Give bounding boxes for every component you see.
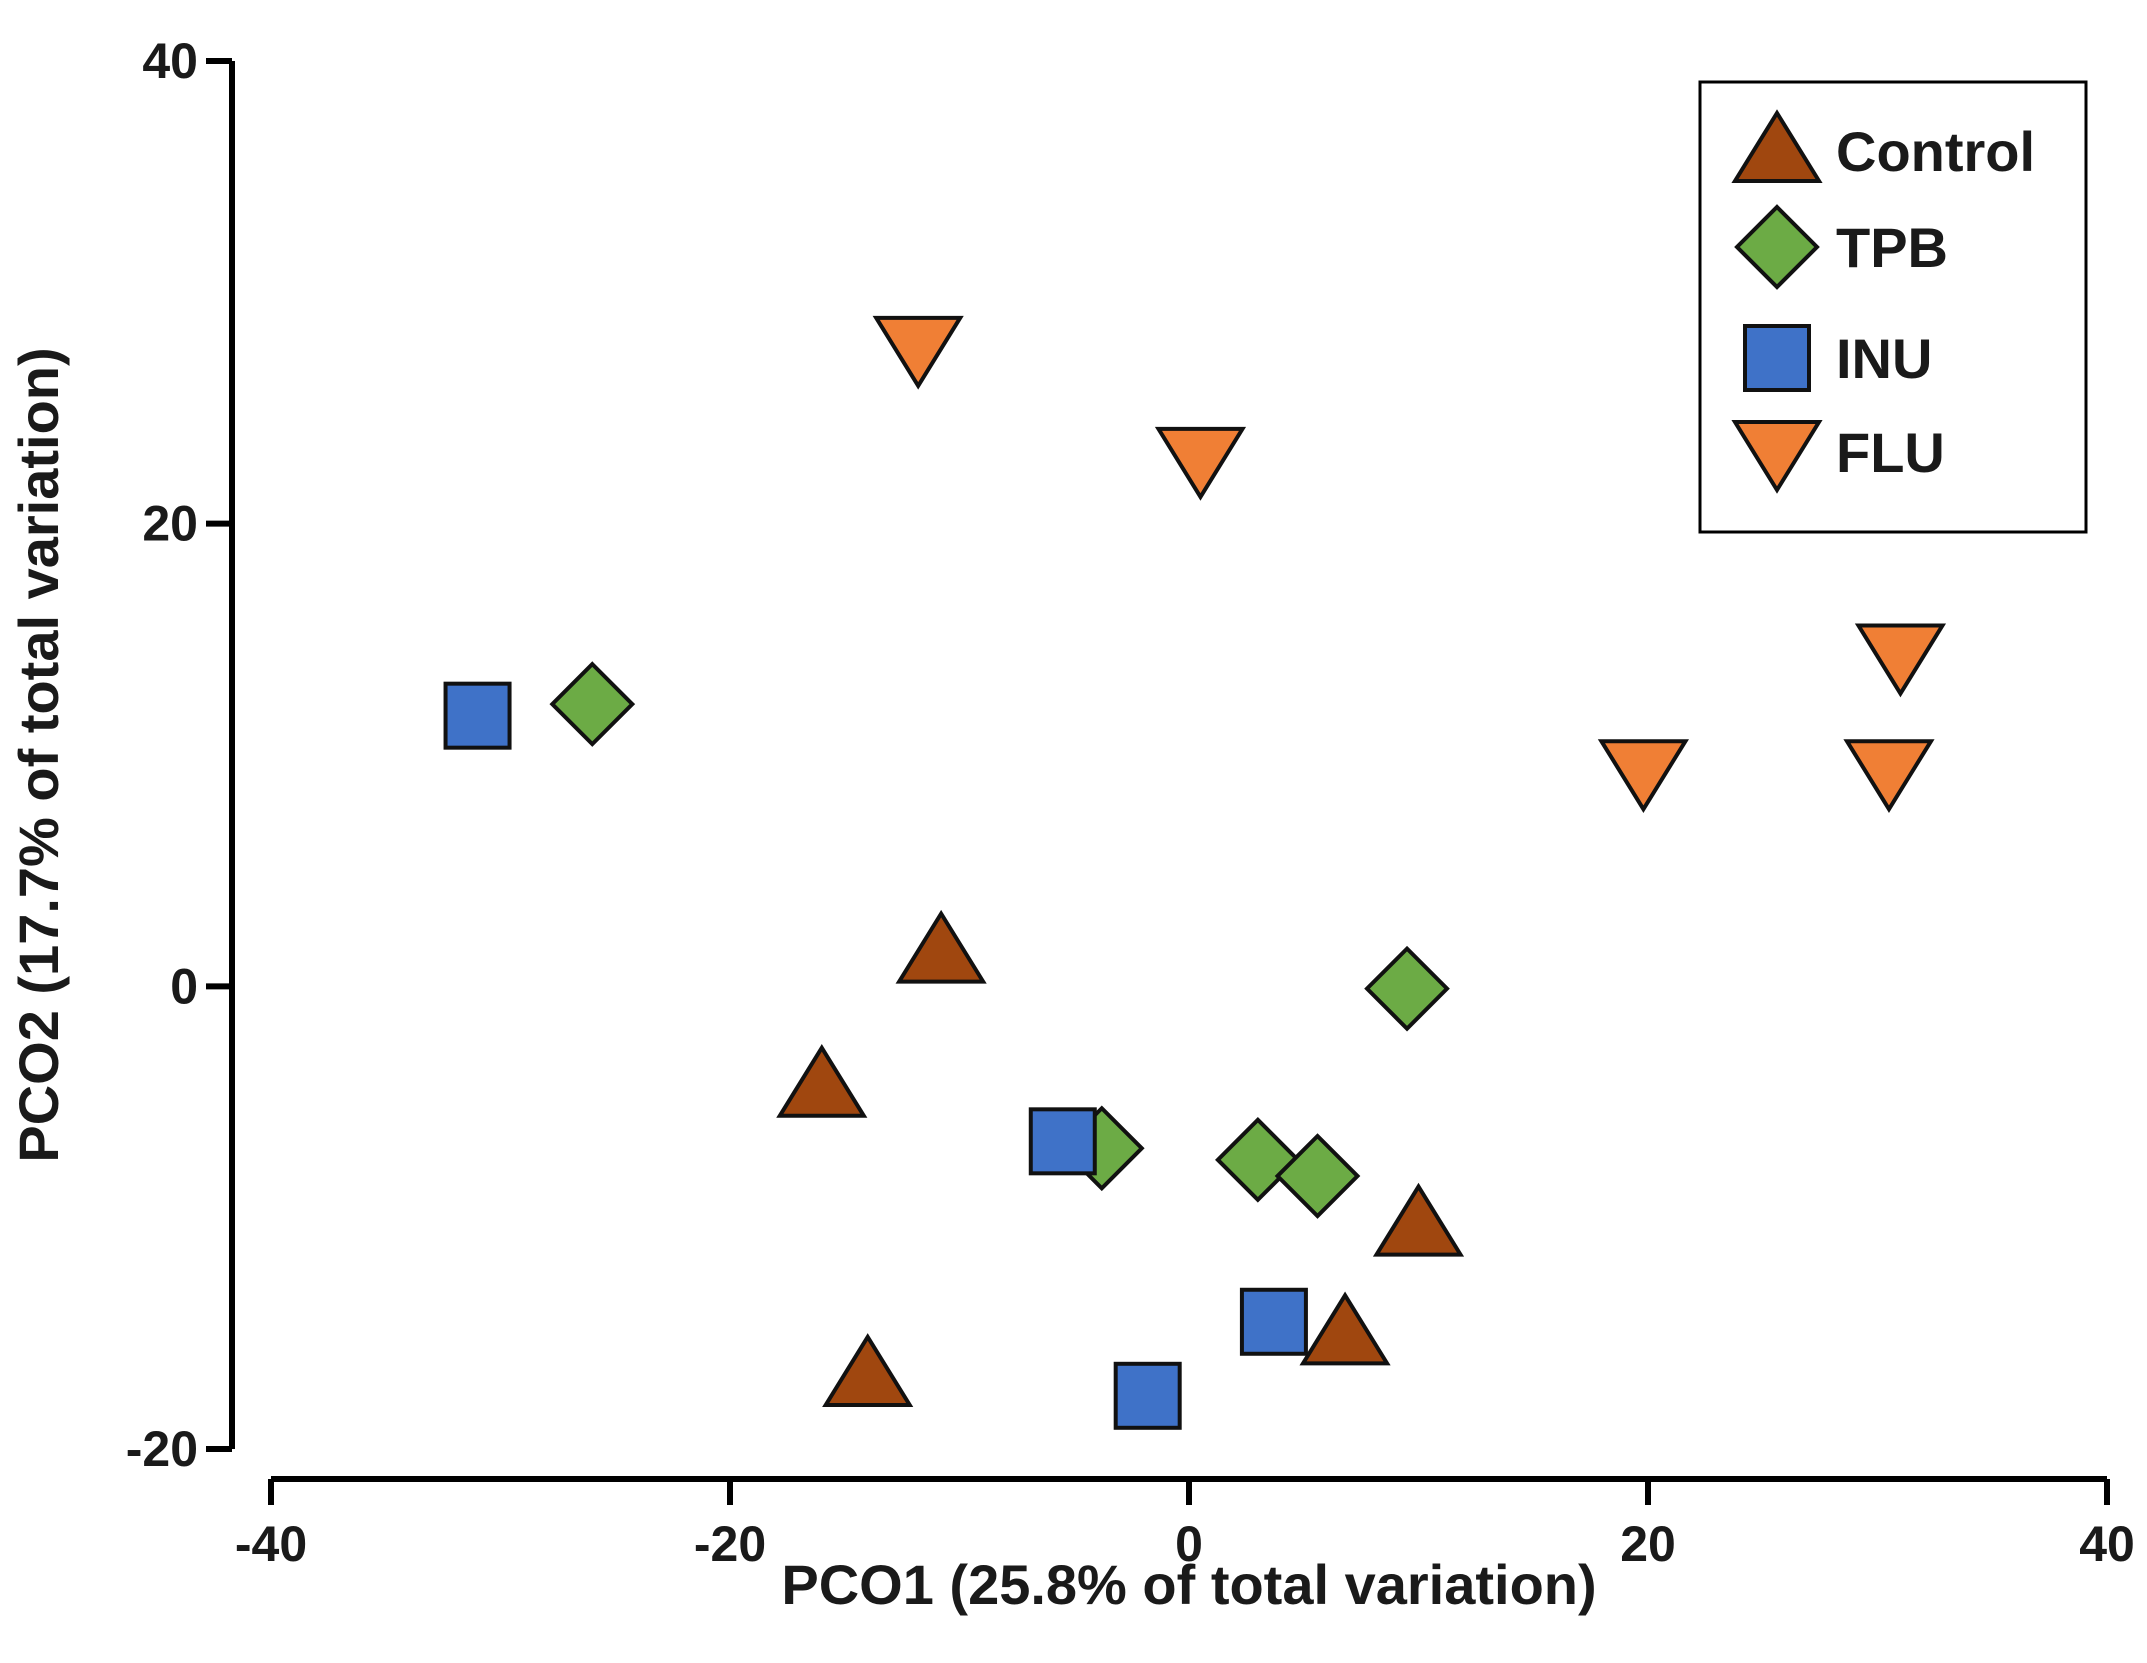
data-point-control <box>1372 1182 1465 1257</box>
data-point-inu <box>1028 1107 1097 1176</box>
y-tick-label: 20 <box>142 496 198 552</box>
data-point-tpb <box>1215 1117 1301 1203</box>
y-axis-title: PCO2 (17.7% of total variation) <box>7 347 70 1162</box>
data-point-control <box>822 1333 914 1407</box>
legend: Control TPB INU FLU <box>1698 80 2088 534</box>
data-point-tpb <box>1274 1133 1361 1219</box>
data-point-inu <box>443 681 512 750</box>
y-tick-label: 40 <box>142 33 198 89</box>
y-tick-label: -20 <box>126 1421 198 1477</box>
x-tick-label: 20 <box>1620 1516 1676 1572</box>
data-point-flu <box>1854 623 1947 698</box>
series-inu <box>443 681 1308 1430</box>
data-point-control <box>1299 1291 1391 1366</box>
data-point-inu <box>1113 1361 1182 1430</box>
data-point-flu <box>872 315 964 390</box>
x-axis-title: PCO1 (25.8% of total variation) <box>781 1553 1596 1616</box>
legend-label-control: Control <box>1836 120 2035 183</box>
x-tick-label: 40 <box>2079 1516 2135 1572</box>
legend-marker-inu <box>1743 324 1811 392</box>
axes: -20 0 20 40 -40 -20 0 20 40 PCO1 (25.8% of total … <box>7 33 2135 1616</box>
data-point-tpb <box>1364 945 1450 1032</box>
data-point-flu <box>1597 739 1689 813</box>
series-control <box>776 909 1465 1407</box>
legend-marker-control <box>1731 109 1823 183</box>
data-point-inu <box>1239 1287 1308 1356</box>
legend-label-inu: INU <box>1836 327 1932 390</box>
data-point-control <box>895 909 987 984</box>
x-tick-label: -40 <box>235 1516 307 1572</box>
y-tick-label: 0 <box>170 958 198 1014</box>
data-markers <box>443 315 1947 1430</box>
legend-label-flu: FLU <box>1836 421 1945 484</box>
series-flu <box>872 315 1947 813</box>
x-tick-label: 0 <box>1175 1516 1203 1572</box>
legend-label-tpb: TPB <box>1836 216 1948 279</box>
legend-marker-tpb <box>1734 204 1820 290</box>
data-point-control <box>776 1044 868 1118</box>
data-point-tpb <box>549 661 636 747</box>
data-point-flu <box>1154 426 1247 501</box>
series-tpb <box>549 661 1450 1219</box>
data-point-flu <box>1843 739 1935 813</box>
legend-marker-flu <box>1731 420 1823 494</box>
x-tick-label: -20 <box>694 1516 766 1572</box>
